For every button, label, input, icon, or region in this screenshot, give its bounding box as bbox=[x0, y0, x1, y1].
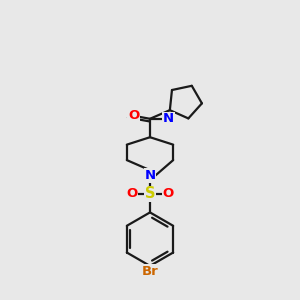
Text: O: O bbox=[128, 109, 139, 122]
Text: O: O bbox=[163, 188, 174, 200]
Text: N: N bbox=[163, 112, 174, 125]
Text: Br: Br bbox=[142, 265, 158, 278]
Text: N: N bbox=[144, 169, 156, 182]
Text: N: N bbox=[163, 112, 174, 125]
Text: S: S bbox=[145, 187, 155, 202]
Text: O: O bbox=[126, 188, 137, 200]
